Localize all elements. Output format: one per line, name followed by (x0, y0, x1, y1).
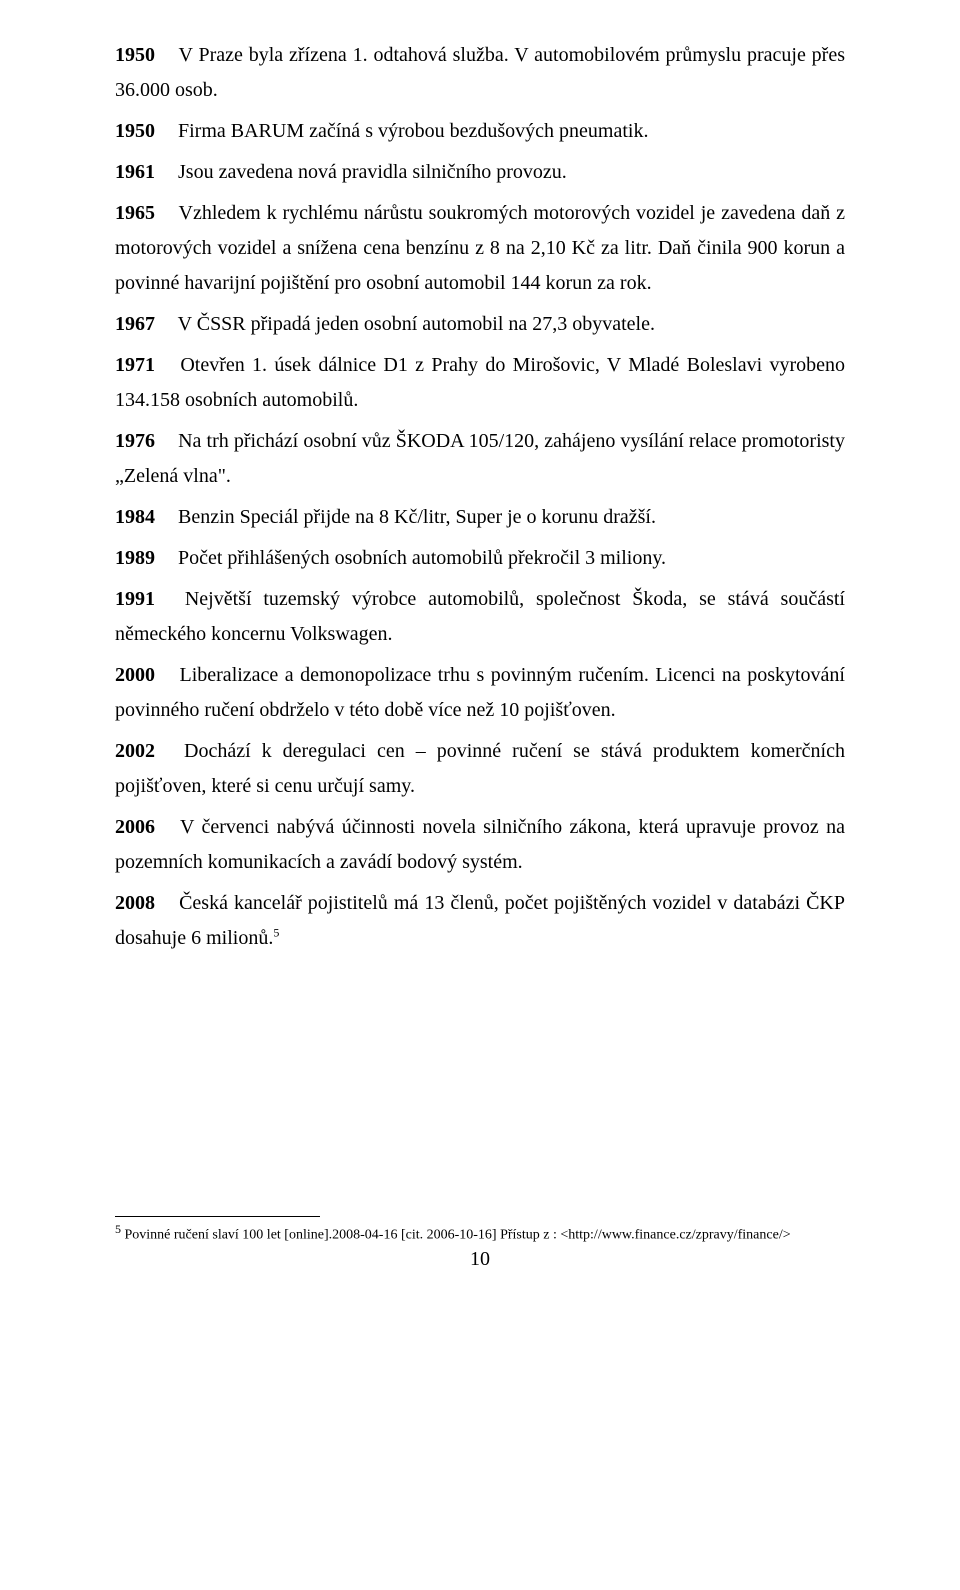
entry-text: Největší tuzemský výrobce automobilů, sp… (115, 588, 845, 645)
timeline-entry: 1976 Na trh přichází osobní vůz ŠKODA 10… (115, 424, 845, 494)
footnote-text: Povinné ručení slaví 100 let [online].20… (125, 1228, 791, 1243)
timeline-entry: 1965 Vzhledem k rychlému nárůstu soukrom… (115, 196, 845, 301)
entry-year: 2006 (115, 810, 173, 845)
entry-year: 1976 (115, 424, 173, 459)
entry-text: Na trh přichází osobní vůz ŠKODA 105/120… (115, 430, 845, 487)
entry-year: 1950 (115, 38, 173, 73)
entry-text: Počet přihlášených osobních automobilů p… (178, 547, 666, 569)
entry-text: V červenci nabývá účinnosti novela silni… (115, 816, 845, 873)
entry-year: 1971 (115, 348, 173, 383)
timeline-entry: 1971 Otevřen 1. úsek dálnice D1 z Prahy … (115, 348, 845, 418)
document-page: 1950 V Praze byla zřízena 1. odtahová sl… (0, 0, 960, 1590)
entry-text: Česká kancelář pojistitelů má 13 členů, … (115, 892, 845, 949)
footnote-marker: 5 (115, 1222, 121, 1236)
entry-text: V ČSSR připadá jeden osobní automobil na… (178, 313, 655, 335)
timeline-entry: 1991 Největší tuzemský výrobce automobil… (115, 582, 845, 652)
page-number: 10 (115, 1248, 845, 1271)
entry-year: 1961 (115, 155, 173, 190)
entry-text: Jsou zavedena nová pravidla silničního p… (178, 161, 567, 183)
entry-text: Benzin Speciál přijde na 8 Kč/litr, Supe… (178, 506, 656, 528)
timeline-entry: 1950 Firma BARUM začíná s výrobou bezduš… (115, 114, 845, 149)
entry-text: V Praze byla zřízena 1. odtahová služba.… (115, 44, 845, 101)
entry-year: 2000 (115, 658, 173, 693)
timeline-entry: 1950 V Praze byla zřízena 1. odtahová sl… (115, 38, 845, 108)
entry-year: 2008 (115, 886, 173, 921)
timeline-entry: 1984 Benzin Speciál přijde na 8 Kč/litr,… (115, 500, 845, 535)
timeline-entry: 2006 V červenci nabývá účinnosti novela … (115, 810, 845, 880)
entry-text: Dochází k deregulaci cen – povinné ručen… (115, 740, 845, 797)
footnote-marker: 5 (273, 925, 279, 939)
timeline-entry: 2008 Česká kancelář pojistitelů má 13 čl… (115, 886, 845, 956)
entry-year: 1984 (115, 500, 173, 535)
timeline-entry: 1989 Počet přihlášených osobních automob… (115, 541, 845, 576)
timeline-entry: 1961 Jsou zavedena nová pravidla silničn… (115, 155, 845, 190)
entry-text: Liberalizace a demonopolizace trhu s pov… (115, 664, 845, 721)
timeline-entry: 2002 Dochází k deregulaci cen – povinné … (115, 734, 845, 804)
footnote-separator (115, 1216, 320, 1217)
entry-text: Vzhledem k rychlému nárůstu soukromých m… (115, 202, 845, 294)
entry-year: 1991 (115, 582, 173, 617)
entry-year: 2002 (115, 734, 173, 769)
entry-year: 1967 (115, 307, 173, 342)
timeline-entry: 1967 V ČSSR připadá jeden osobní automob… (115, 307, 845, 342)
entry-year: 1965 (115, 196, 173, 231)
timeline-entry: 2000 Liberalizace a demonopolizace trhu … (115, 658, 845, 728)
entry-text: Firma BARUM začíná s výrobou bezdušových… (178, 120, 648, 142)
entry-year: 1989 (115, 541, 173, 576)
footnote-block: 5 Povinné ručení slaví 100 let [online].… (115, 1221, 845, 1246)
entry-text: Otevřen 1. úsek dálnice D1 z Prahy do Mi… (115, 354, 845, 411)
entry-year: 1950 (115, 114, 173, 149)
